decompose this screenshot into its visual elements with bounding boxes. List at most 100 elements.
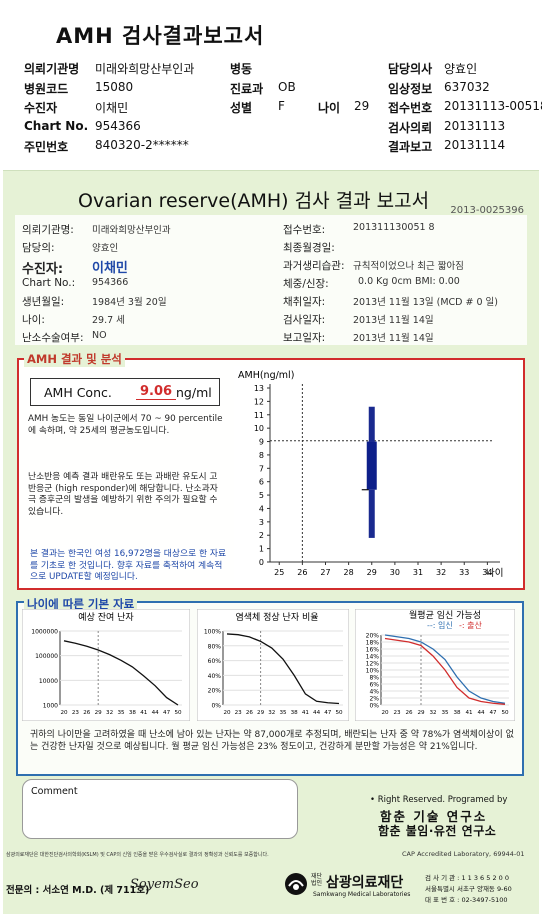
y-tick-label: 8 [259, 451, 264, 460]
x-tick-label: 44 [152, 710, 160, 716]
x-tick-label: 23 [235, 710, 243, 716]
info-label: 나이: [22, 314, 45, 326]
x-tick-label: 38 [129, 710, 137, 716]
x-tick-label: 41 [302, 710, 310, 716]
info-value: 2013년 11월 14일 [353, 315, 434, 326]
hdr-label: 진료과 [230, 82, 264, 96]
info-value: 1984년 3월 20일 [92, 297, 167, 308]
lab-contact-2: 서울특별시 서초구 양재동 9-60 [425, 885, 512, 893]
info-label: 검사일자: [283, 314, 326, 326]
hdr-value: 20131114 [444, 138, 506, 152]
hdr-label: 접수번호 [388, 101, 433, 115]
info-label: 난소수술여부: [22, 332, 84, 344]
x-tick-label: 27 [320, 568, 330, 577]
x-tick-label: 28 [344, 568, 354, 577]
hdr-label: 병원코드 [24, 82, 69, 96]
hdr-value: 양효인 [444, 62, 478, 76]
lab-logo-icon [285, 873, 307, 895]
hdr-value: 637032 [444, 80, 490, 94]
x-tick-label: 50 [501, 710, 509, 716]
y-tick-label: 11 [254, 411, 264, 420]
age-summary-text: 귀하의 나이만을 고려하였을 때 난소에 남아 있는 난자는 약 87,000개… [30, 730, 514, 752]
hdr-label: 담당의사 [388, 62, 433, 76]
y-tick-label: 8% [369, 675, 379, 682]
y-tick-label: 6 [259, 478, 264, 487]
legend-pregnancy: --: 임신 [427, 621, 453, 630]
info-label: 보고일자: [283, 332, 326, 344]
iqr-box [366, 441, 377, 490]
x-tick-label: 26 [297, 568, 307, 577]
hdr-label: 임상정보 [388, 82, 433, 96]
y-tick-label: 100% [204, 629, 221, 636]
x-tick-label: 47 [324, 710, 332, 716]
x-tick-label: 29 [257, 710, 265, 716]
hdr-label: 성별 [230, 101, 253, 115]
y-tick-label: 4 [259, 504, 264, 513]
x-tick-label: 35 [117, 710, 125, 716]
hdr-value: 29 [354, 99, 370, 113]
hdr-value: 미래와희망산부인과 [95, 62, 195, 76]
info-label: 담당의: [22, 242, 55, 254]
rights-text: • Right Reserved. Programed by [370, 795, 508, 805]
x-tick-label: 41 [140, 710, 148, 716]
y-tick-label: 13 [254, 384, 264, 393]
x-tick-label: 47 [489, 710, 497, 716]
x-tick-label: 29 [367, 568, 377, 577]
y-tick-label: 9 [259, 438, 264, 447]
hdr-value: 20131113 [444, 119, 506, 133]
org-1: 함춘 기술 연구소 [380, 809, 488, 824]
y-tick-label: 4% [369, 689, 379, 696]
info-value: 규칙적이었으나 최근 짧아짐 [353, 261, 464, 272]
series-line [63, 640, 179, 706]
info-label: 채취일자: [283, 296, 326, 308]
info-label: 생년월일: [22, 296, 65, 308]
x-tick-label: 30 [390, 568, 400, 577]
x-tick-label: 47 [163, 710, 171, 716]
hdr-label: 주민번호 [24, 140, 69, 154]
x-tick-label: 38 [291, 710, 299, 716]
specialist-name: 전문의 : 서소연 M.D. (제 711호) [6, 885, 150, 896]
hdr-label: 수진자 [24, 101, 58, 115]
x-tick-label: 29 [95, 710, 103, 716]
x-tick-label: 50 [174, 710, 182, 716]
x-tick-label: 26 [246, 710, 254, 716]
normal-chromosome-marks: 100% 80% 60% 40% 20% 0%20 23 26 29 32 35 38 41 44 47 50 [204, 629, 343, 716]
y-tick-label: 5 [259, 491, 264, 500]
ovarian-response-note: 난소반응 예측 결과 배란유도 또는 과배란 유도시 고반응군 (high re… [28, 472, 218, 517]
hdr-label: Chart No. [24, 119, 89, 133]
whisker-upper [368, 406, 375, 442]
amh-conc-box [30, 378, 220, 406]
info-label: Chart No.: [22, 277, 76, 289]
chart-title: 월평균 임신 가능성 [409, 609, 481, 621]
y-tick-label: 10% [366, 668, 380, 675]
y-tick-label: 1000000 [31, 629, 58, 636]
patient-name: 이채민 [92, 261, 128, 276]
x-tick-label: 32 [106, 710, 113, 716]
y-tick-label: 2 [259, 531, 264, 540]
chart-title: 염색체 정상 난자 비율 [235, 612, 318, 623]
y-tick-label: 16% [366, 647, 380, 654]
y-tick-label: 10000 [39, 678, 58, 685]
amh-conc-label: AMH Conc. [44, 385, 112, 400]
hdr-value: OB [278, 80, 296, 94]
y-tick-label: 18% [366, 640, 380, 647]
legend-birth: -: 출산 [459, 620, 482, 630]
x-tick-label: 41 [465, 710, 473, 716]
x-tick-label: 38 [453, 710, 461, 716]
info-label: 과거생리습관: [283, 260, 345, 272]
x-tick-label: 20 [223, 710, 231, 716]
pregnancy-chance-marks: 20%18%16%14%12%10%8%6%4%2%0%20 23 26 29 32 35… [366, 633, 509, 716]
x-tick-label: 26 [405, 710, 413, 716]
lab-contact-3: 대 표 번 호 : 02-3497-5100 [425, 896, 508, 904]
info-value: 미래와희망산부인과 [92, 225, 171, 236]
chart-xlabel: 나이 [486, 568, 503, 579]
series-line [384, 634, 506, 704]
x-tick-label: 26 [83, 710, 91, 716]
chart-frame [22, 609, 190, 721]
lab-contact-1: 검 사 기 관 : 1 1 3 6 5 2 0 0 [425, 874, 509, 882]
x-tick-label: 44 [313, 710, 321, 716]
lab-name-prefix: 재단법인 [311, 873, 323, 887]
x-tick-label: 23 [72, 710, 80, 716]
hdr-label: 결과보고 [388, 140, 433, 154]
